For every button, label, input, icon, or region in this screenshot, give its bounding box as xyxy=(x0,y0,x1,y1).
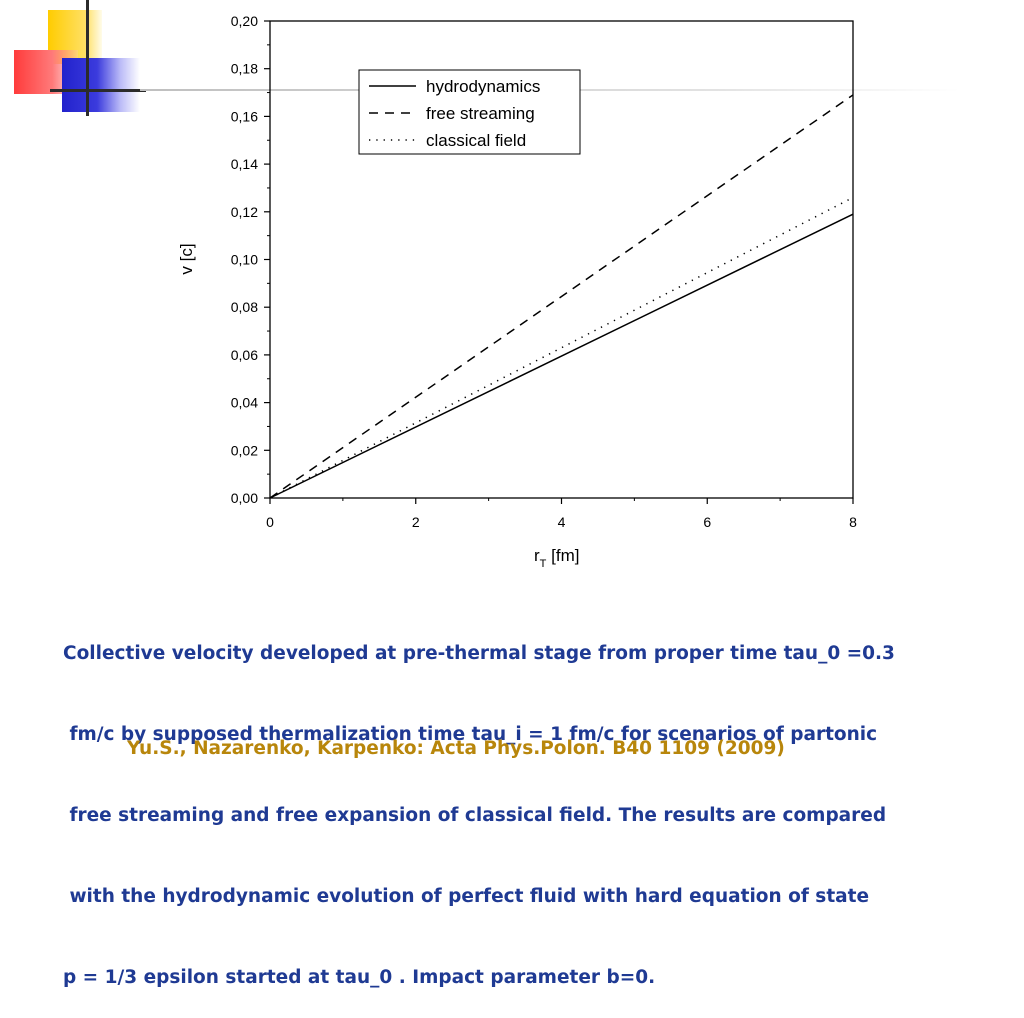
logo-blue-square xyxy=(62,58,140,112)
x-tick-label: 6 xyxy=(703,514,711,530)
y-tick-label: 0,08 xyxy=(231,299,258,315)
figure-caption: Collective velocity developed at pre-the… xyxy=(63,586,993,1018)
caption-line: p = 1/3 epsilon started at tau_0 . Impac… xyxy=(63,967,656,988)
caption-line: fm/c by supposed thermalization time tau… xyxy=(63,724,878,745)
legend-box xyxy=(358,69,581,155)
logo-horizontal-line xyxy=(50,89,146,92)
x-tick-label: 8 xyxy=(849,514,857,530)
caption-line: free streaming and free expansion of cla… xyxy=(63,805,887,826)
legend-label-classical-field: classical field xyxy=(426,131,526,150)
legend: hydrodynamics free streaming classical f… xyxy=(358,69,581,155)
series-line-classical-field xyxy=(269,196,854,499)
y-tick-label: 0,12 xyxy=(231,204,258,220)
y-axis-title: v [c] xyxy=(177,243,196,274)
y-tick-label: 0,02 xyxy=(231,442,258,458)
x-axis-title-main: r xyxy=(534,546,540,565)
y-tick-label: 0,20 xyxy=(231,13,258,29)
y-tick-label: 0,16 xyxy=(231,108,258,124)
y-tick-label: 0,06 xyxy=(231,347,258,363)
legend-label-free-streaming: free streaming xyxy=(426,104,535,123)
citation: Yu.S., Nazarenko, Karpenko: Acta Phys.Po… xyxy=(127,738,785,759)
y-tick-label: 0,00 xyxy=(231,490,258,506)
series-line-hydrodynamics xyxy=(269,213,854,499)
line-chart: 0,00 0,02 0,04 0,06 0,08 0,10 0,12 0,14 0,16 0,18… xyxy=(177,13,857,570)
x-tick-label: 4 xyxy=(558,514,566,530)
y-tick-label: 0,10 xyxy=(231,252,258,268)
x-tick-label: 2 xyxy=(412,514,420,530)
axis-ticks: 0,00 0,02 0,04 0,06 0,08 0,10 0,12 0,14 0,16 0,18… xyxy=(231,13,857,530)
logo-vertical-line xyxy=(86,0,89,116)
caption-line: Collective velocity developed at pre-the… xyxy=(63,643,895,664)
x-tick-label: 0 xyxy=(266,514,274,530)
series-group xyxy=(269,94,854,499)
caption-line: with the hydrodynamic evolution of perfe… xyxy=(63,886,870,907)
legend-label-hydrodynamics: hydrodynamics xyxy=(426,77,540,96)
series-line-free-streaming xyxy=(269,94,854,499)
x-axis-title: rT [fm] xyxy=(534,546,579,570)
x-axis-title-subscript: T xyxy=(540,558,547,570)
x-axis-title-unit: [fm] xyxy=(546,546,579,565)
y-tick-label: 0,18 xyxy=(231,61,258,77)
y-tick-label: 0,04 xyxy=(231,395,258,411)
slide-logo xyxy=(0,0,150,120)
y-tick-label: 0,14 xyxy=(231,156,258,172)
